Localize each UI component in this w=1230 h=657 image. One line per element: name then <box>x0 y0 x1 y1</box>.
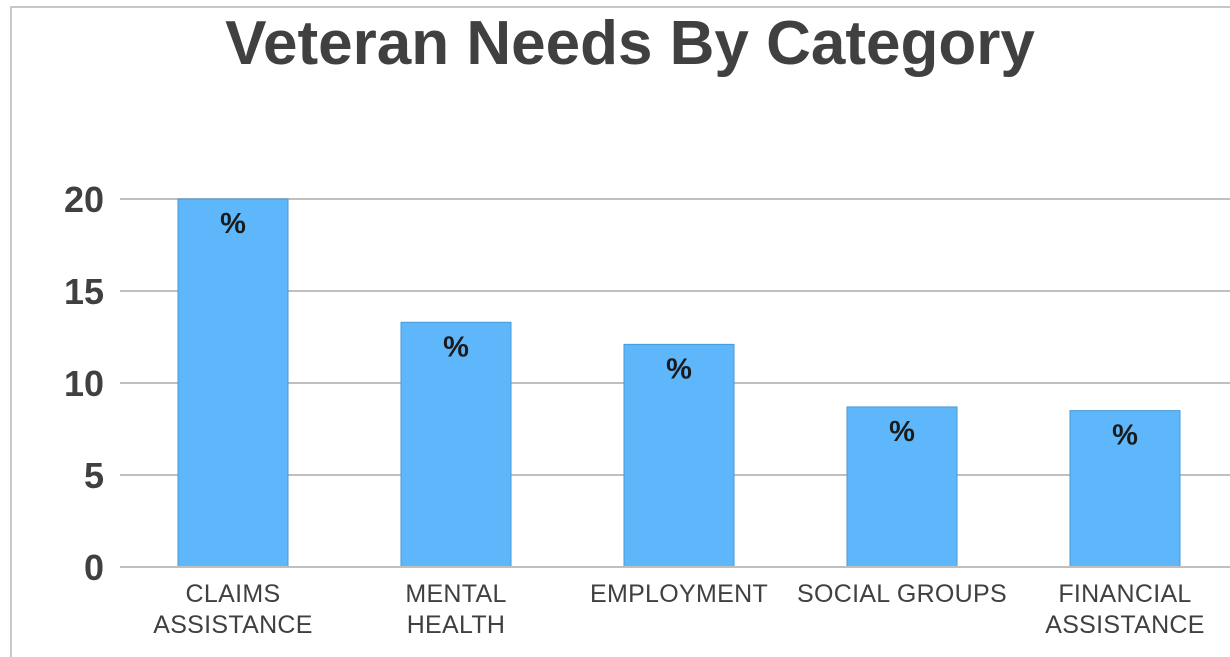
data-label: % <box>889 416 915 448</box>
category-label: HEALTH <box>407 611 506 639</box>
category-label: FINANCIAL <box>1058 580 1191 608</box>
y-tick-label: 5 <box>84 455 104 496</box>
data-label: % <box>443 331 469 363</box>
bar <box>846 406 958 568</box>
y-tick-label: 20 <box>64 179 104 220</box>
y-tick-label: 10 <box>64 363 104 404</box>
data-label: % <box>1112 420 1138 452</box>
category-label: ASSISTANCE <box>153 611 313 639</box>
bar <box>623 343 735 568</box>
category-label: SOCIAL GROUPS <box>797 580 1007 608</box>
y-tick-label: 15 <box>64 271 104 312</box>
chart-frame <box>10 6 1230 657</box>
category-label: CLAIMS <box>186 580 281 608</box>
bar <box>177 198 289 568</box>
y-tick-label: 0 <box>84 547 104 588</box>
category-label: EMPLOYMENT <box>590 580 768 608</box>
bar <box>400 321 512 568</box>
data-label: % <box>220 208 246 240</box>
data-label: % <box>666 353 692 385</box>
category-label: ASSISTANCE <box>1045 611 1205 639</box>
bar <box>1069 410 1181 568</box>
category-label: MENTAL <box>405 580 506 608</box>
chart-title: Veteran Needs By Category <box>225 9 1035 78</box>
